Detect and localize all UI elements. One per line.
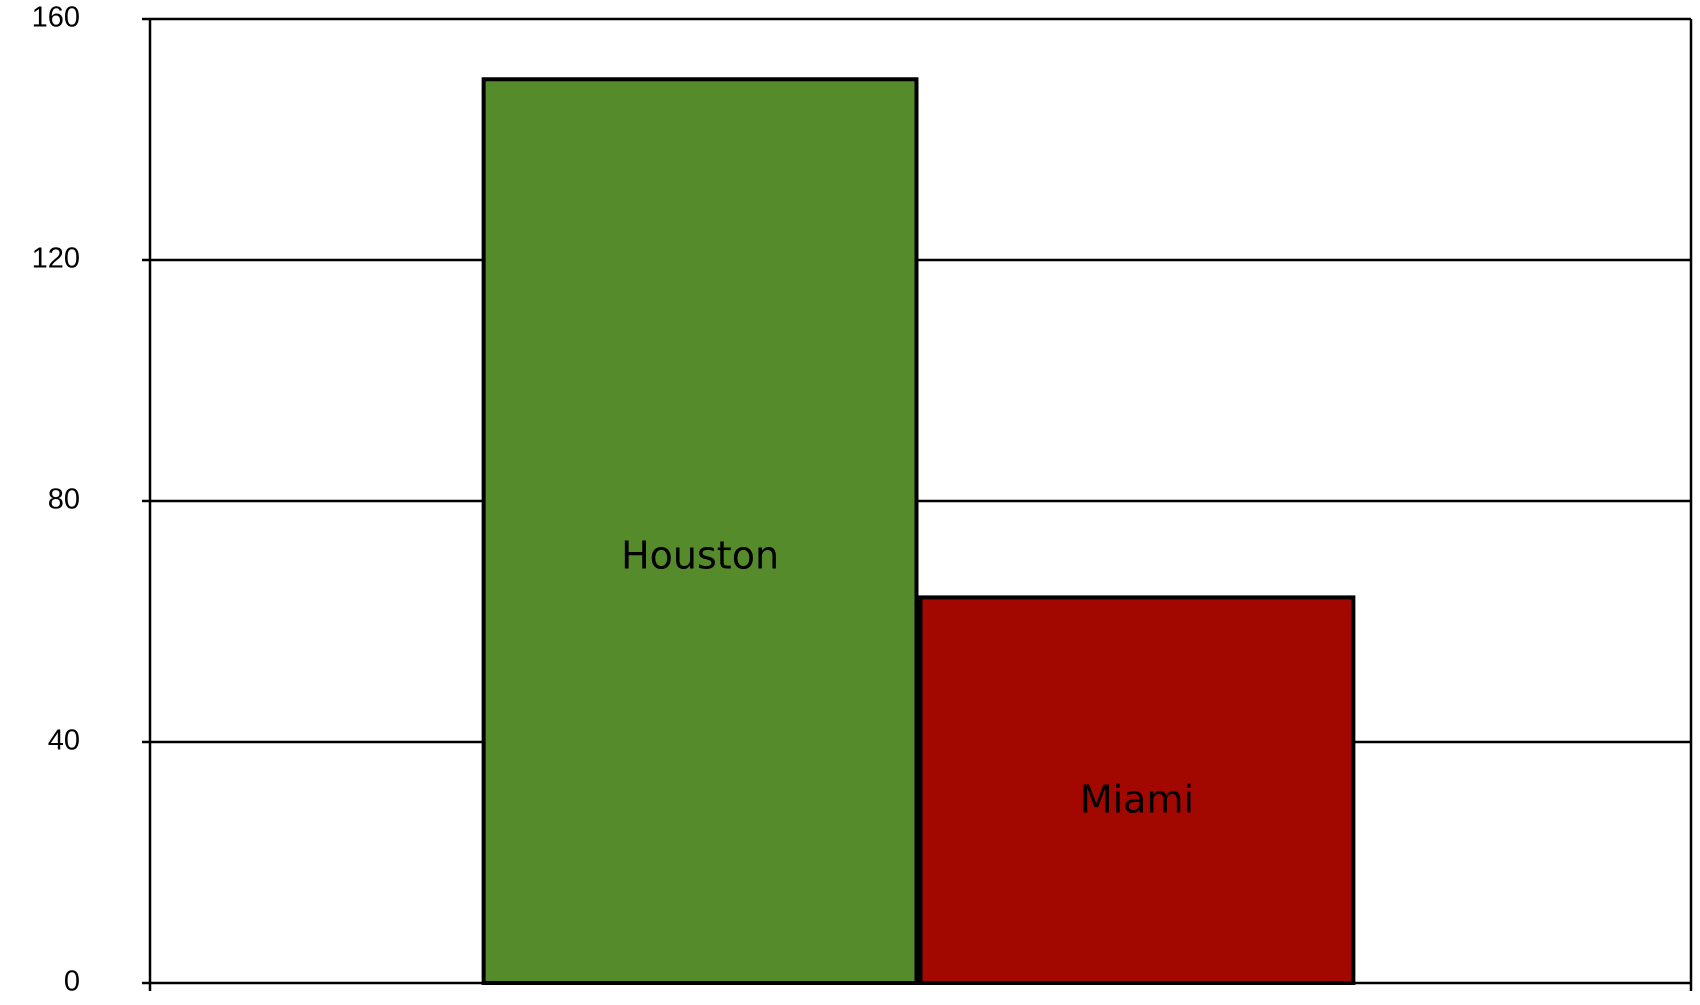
y-tick-label: 80 xyxy=(48,484,80,516)
bar-label: Miami xyxy=(1080,777,1194,821)
y-tick-label: 0 xyxy=(64,966,80,998)
bar xyxy=(918,595,1356,986)
y-tick-label: 120 xyxy=(32,243,80,275)
bar-label: Houston xyxy=(621,534,779,578)
bar xyxy=(481,77,919,985)
y-tick-label: 40 xyxy=(48,725,80,757)
y-tick-label: 160 xyxy=(32,2,80,34)
